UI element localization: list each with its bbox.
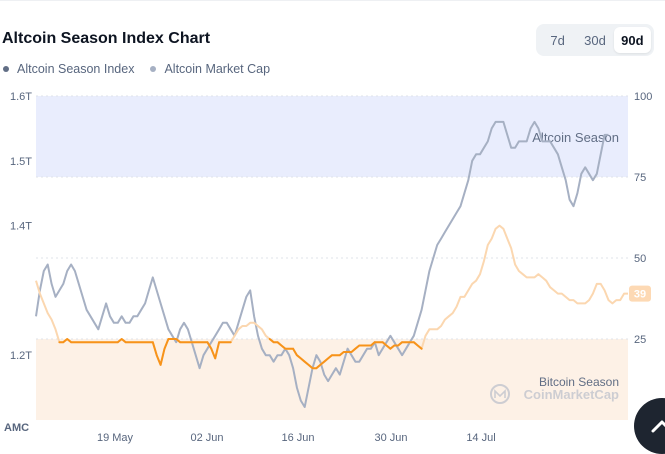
y-left-tick-label: 1.6T [10,91,32,103]
x-tick-label: 30 Jun [374,432,407,444]
altcoin-season-label: Altcoin Season [532,130,619,145]
y-right-tick-label: 75 [634,172,646,184]
range-7d-button[interactable]: 7d [539,27,576,53]
legend-item-index[interactable]: Altcoin Season Index [3,62,134,76]
y-right-tick-label: 100 [634,91,652,103]
y-left-tick-label: 1.4T [10,221,32,233]
corner-label: AMC [4,422,29,434]
range-30d-button[interactable]: 30d [576,27,613,53]
legend-dot-mcap [150,66,157,72]
watermark-text: CoinMarketCap [524,387,619,402]
chart-title: Altcoin Season Index Chart [2,30,211,47]
y-left-tick-label: 1.5T [10,156,32,168]
series-lines [35,120,628,408]
bitcoin-season-zone [36,339,628,420]
altcoin-market-cap-line [35,120,609,408]
x-tick-label: 02 Jun [190,432,223,444]
x-tick-label: 14 Jul [466,432,495,444]
watermark: CoinMarketCap [490,384,619,404]
top-divider [0,0,665,1]
legend-label-mcap: Altcoin Market Cap [164,62,271,76]
legend-item-mcap[interactable]: Altcoin Market Cap [150,62,270,76]
time-range-selector: 7d 30d 90d [536,24,654,56]
coinmarketcap-logo-icon [490,384,510,404]
altcoin-season-index-bitcoin-segment [58,338,423,370]
y-left-tick-label: 1.2T [10,350,32,362]
y-right-tick-label: 50 [634,253,646,265]
gridlines [36,95,628,340]
chart-legend: Altcoin Season Index Altcoin Market Cap [3,62,286,76]
current-value-text: 39 [634,289,646,301]
x-tick-label: 16 Jun [281,432,314,444]
y-right-tick-label: 25 [634,334,646,346]
legend-dot-index [3,66,9,72]
current-value-badge: 39 [629,285,651,302]
bitcoin-season-label: Bitcoin Season [539,375,619,389]
axis-ticks: 1.2T 1.4T 1.5T 1.6T 25 50 75 100 19 May 02 Jun 16 … [10,91,652,444]
chevron-up-icon [651,420,665,433]
range-90d-button[interactable]: 90d [613,27,651,53]
legend-label-index: Altcoin Season Index [17,62,135,76]
current-value-badge-bg [629,285,651,302]
altcoin-season-zone [36,96,628,177]
x-tick-label: 19 May [97,432,134,444]
